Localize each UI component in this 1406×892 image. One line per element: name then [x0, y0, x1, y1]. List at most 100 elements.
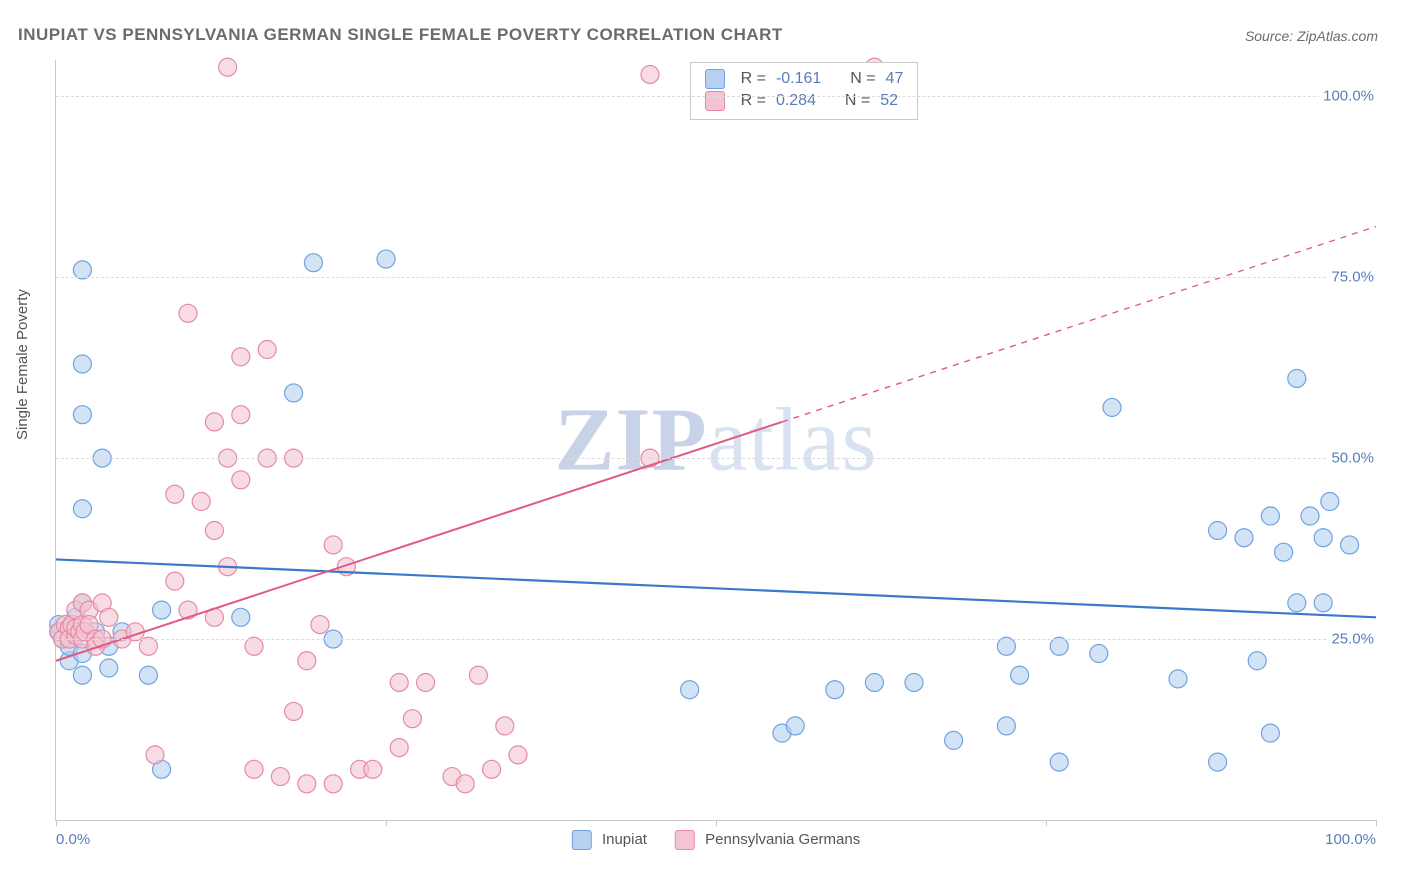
- legend-item-inupiat: Inupiat: [572, 830, 647, 850]
- data-point: [73, 500, 91, 518]
- source-name: ZipAtlas.com: [1297, 28, 1378, 44]
- data-point: [826, 681, 844, 699]
- data-point: [311, 616, 329, 634]
- stats-r-value-penn: 0.284: [776, 92, 816, 110]
- data-point: [1209, 753, 1227, 771]
- data-point: [179, 304, 197, 322]
- swatch-inupiat: [705, 69, 725, 89]
- data-point: [245, 760, 263, 778]
- data-point: [377, 250, 395, 268]
- data-point: [865, 673, 883, 691]
- data-point: [390, 673, 408, 691]
- data-point: [786, 717, 804, 735]
- data-point: [641, 65, 659, 83]
- data-point: [1011, 666, 1029, 684]
- data-point: [285, 384, 303, 402]
- data-point: [73, 355, 91, 373]
- stats-r-label: R =: [741, 92, 766, 110]
- data-point: [509, 746, 527, 764]
- data-point: [1314, 529, 1332, 547]
- data-point: [1341, 536, 1359, 554]
- data-point: [1248, 652, 1266, 670]
- stats-n-value-penn: 52: [880, 92, 898, 110]
- stats-r-value-inupiat: -0.161: [776, 70, 821, 88]
- data-point: [298, 652, 316, 670]
- stats-legend-box: R = -0.161 N = 47 R = 0.284 N = 52: [690, 62, 919, 120]
- gridline: [56, 96, 1376, 97]
- stats-row-inupiat: R = -0.161 N = 47: [705, 69, 904, 89]
- data-point: [232, 348, 250, 366]
- data-point: [258, 341, 276, 359]
- legend-item-penn: Pennsylvania Germans: [675, 830, 860, 850]
- chart-container: INUPIAT VS PENNSYLVANIA GERMAN SINGLE FE…: [0, 0, 1406, 892]
- data-point: [390, 739, 408, 757]
- data-point: [945, 731, 963, 749]
- data-point: [1169, 670, 1187, 688]
- gridline: [56, 458, 1376, 459]
- chart-svg: [56, 60, 1376, 820]
- data-point: [496, 717, 514, 735]
- xtick: [716, 820, 717, 826]
- source-attribution: Source: ZipAtlas.com: [1245, 28, 1378, 44]
- legend-label-penn: Pennsylvania Germans: [705, 831, 860, 848]
- xtick: [386, 820, 387, 826]
- data-point: [205, 521, 223, 539]
- data-point: [100, 659, 118, 677]
- data-point: [1288, 594, 1306, 612]
- ytick-label: 50.0%: [1327, 450, 1378, 467]
- data-point: [304, 254, 322, 272]
- data-point: [139, 666, 157, 684]
- legend-label-inupiat: Inupiat: [602, 831, 647, 848]
- xtick: [1046, 820, 1047, 826]
- stats-row-penn: R = 0.284 N = 52: [705, 91, 904, 111]
- data-point: [100, 608, 118, 626]
- xtick-label: 0.0%: [56, 831, 90, 848]
- legend-swatch-inupiat: [572, 830, 592, 850]
- data-point: [324, 536, 342, 554]
- ytick-label: 100.0%: [1319, 88, 1378, 105]
- data-point: [73, 666, 91, 684]
- stats-n-label: N =: [850, 70, 875, 88]
- data-point: [271, 768, 289, 786]
- ytick-label: 25.0%: [1327, 631, 1378, 648]
- data-point: [364, 760, 382, 778]
- data-point: [73, 406, 91, 424]
- stats-n-value-inupiat: 47: [886, 70, 904, 88]
- data-point: [417, 673, 435, 691]
- data-point: [232, 471, 250, 489]
- data-point: [1235, 529, 1253, 547]
- ytick-label: 75.0%: [1327, 269, 1378, 286]
- data-point: [1275, 543, 1293, 561]
- data-point: [298, 775, 316, 793]
- data-point: [324, 775, 342, 793]
- data-point: [166, 485, 184, 503]
- legend-bottom: Inupiat Pennsylvania Germans: [572, 830, 860, 850]
- xtick-label: 100.0%: [1325, 831, 1376, 848]
- xtick: [56, 820, 57, 826]
- data-point: [153, 601, 171, 619]
- source-prefix: Source:: [1245, 28, 1297, 44]
- data-point: [232, 608, 250, 626]
- data-point: [483, 760, 501, 778]
- data-point: [1261, 507, 1279, 525]
- plot-area: ZIPatlas R = -0.161 N = 47 R = 0.284 N =…: [55, 60, 1376, 821]
- data-point: [1103, 398, 1121, 416]
- data-point: [146, 746, 164, 764]
- data-point: [681, 681, 699, 699]
- swatch-penn: [705, 91, 725, 111]
- stats-n-label: N =: [845, 92, 870, 110]
- trend-line-dashed: [782, 226, 1376, 421]
- gridline: [56, 277, 1376, 278]
- data-point: [219, 58, 237, 76]
- data-point: [285, 702, 303, 720]
- data-point: [166, 572, 184, 590]
- data-point: [1288, 369, 1306, 387]
- xtick: [1376, 820, 1377, 826]
- chart-title: INUPIAT VS PENNSYLVANIA GERMAN SINGLE FE…: [18, 25, 783, 45]
- data-point: [1314, 594, 1332, 612]
- data-point: [1321, 493, 1339, 511]
- data-point: [1261, 724, 1279, 742]
- data-point: [205, 413, 223, 431]
- data-point: [192, 493, 210, 511]
- data-point: [456, 775, 474, 793]
